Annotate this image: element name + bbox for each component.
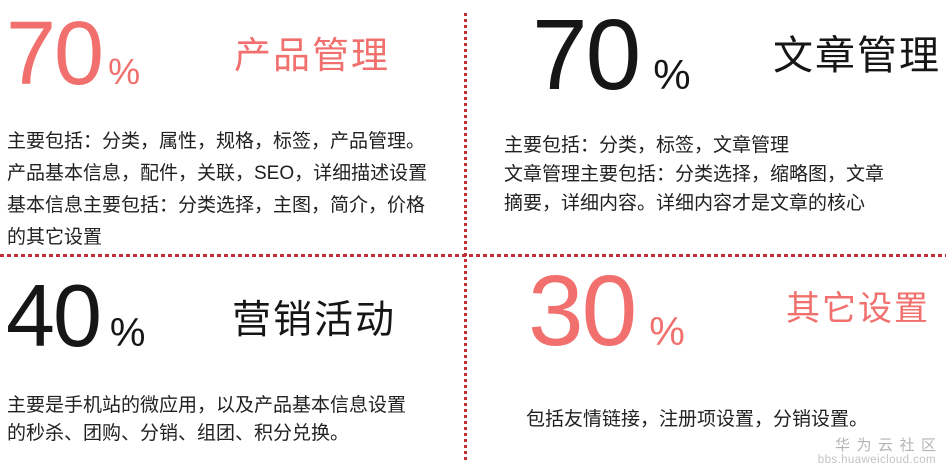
percentage-stat: 70 % (532, 0, 691, 111)
percent-sign: % (653, 51, 691, 98)
watermark: 华为云社区 bbs.huaweicloud.com (818, 437, 936, 467)
percent-sign: % (109, 311, 146, 355)
percent-value: 40 (6, 266, 102, 365)
description-line: 包括友情链接，注册项设置，分销设置。 (526, 409, 869, 430)
percentage-stat: 40 % (6, 266, 146, 365)
quadrant-description: 主要包括：分类，标签，文章管理 文章管理主要包括：分类选择，缩略图，文章 摘要，… (504, 131, 884, 218)
quadrant-description: 主要包括：分类，属性，规格，标签，产品管理。 产品基本信息，配件，关联，SEO，… (7, 126, 427, 254)
description-line: 产品基本信息，配件，关联，SEO，详细描述设置 (7, 163, 428, 184)
percent-sign: % (108, 51, 141, 92)
percent-sign: % (649, 310, 685, 354)
quadrant-title: 营销活动 (232, 299, 397, 342)
quadrant-marketing-activities: 40 % 营销活动 主要是手机站的微应用，以及产品基本信息设置 的秒杀、团购、分… (0, 258, 464, 472)
percent-value: 70 (532, 0, 641, 111)
description-line: 的秒杀、团购、分销、组团、积分兑换。 (7, 423, 350, 444)
description-line: 摘要，详细内容。详细内容才是文章的核心 (504, 193, 866, 214)
description-line: 主要包括：分类，属性，规格，标签，产品管理。 (7, 131, 426, 152)
quadrant-other-settings: 30 % 其它设置 包括友情链接，注册项设置，分销设置。 (468, 258, 946, 472)
watermark-url: bbs.huaweicloud.com (817, 453, 936, 466)
description-line: 主要包括：分类，标签，文章管理 (504, 135, 790, 156)
quadrant-article-management: 70 % 文章管理 主要包括：分类，标签，文章管理 文章管理主要包括：分类选择，… (468, 0, 946, 254)
description-line: 的其它设置 (7, 227, 103, 248)
quadrant-title: 其它设置 (786, 290, 930, 328)
quadrant-description: 主要是手机站的微应用，以及产品基本信息设置 的秒杀、团购、分销、组团、积分兑换。 (7, 392, 406, 448)
percent-value: 70 (6, 4, 104, 104)
quadrant-title: 文章管理 (773, 34, 941, 78)
quadrant-description: 包括友情链接，注册项设置，分销设置。 (526, 404, 868, 431)
percentage-stat: 30 % (528, 255, 685, 367)
description-line: 基本信息主要包括：分类选择，主图，简介，价格 (7, 195, 426, 216)
quadrant-title: 产品管理 (234, 35, 390, 76)
quadrant-product-management: 70 % 产品管理 主要包括：分类，属性，规格，标签，产品管理。 产品基本信息，… (0, 0, 464, 254)
divider-horizontal (0, 254, 946, 257)
watermark-community-name: 华为云社区 (834, 436, 943, 454)
description-line: 主要是手机站的微应用，以及产品基本信息设置 (7, 395, 407, 416)
divider-vertical (464, 13, 467, 463)
percent-value: 30 (528, 255, 637, 367)
percentage-stat: 70 % (6, 4, 141, 104)
description-line: 文章管理主要包括：分类选择，缩略图，文章 (504, 164, 885, 185)
